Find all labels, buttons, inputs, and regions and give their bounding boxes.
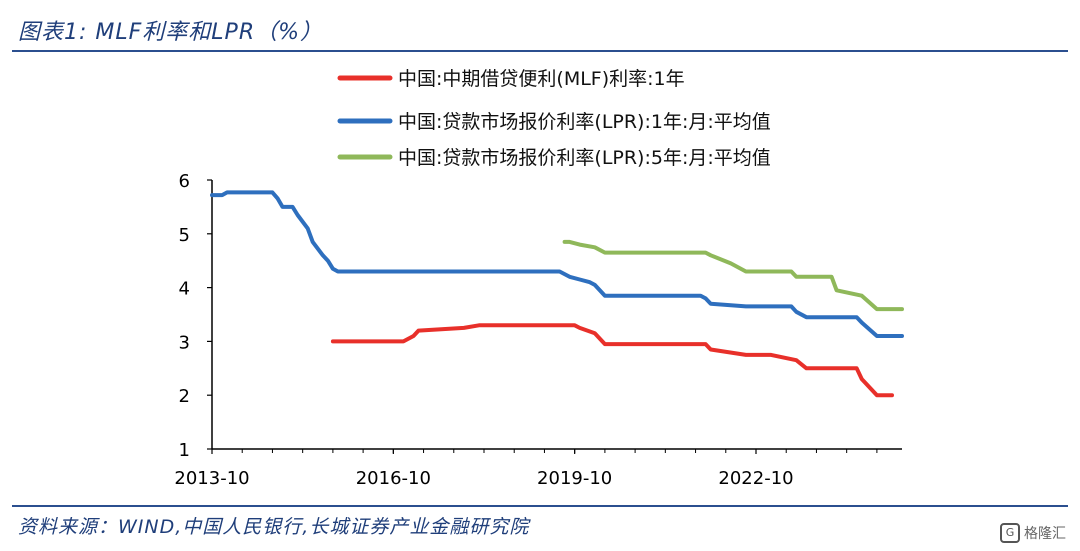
series-layer bbox=[212, 192, 902, 395]
y-tick-label: 4 bbox=[179, 279, 190, 300]
y-tick-label: 1 bbox=[179, 440, 190, 461]
x-tick-label: 2022-10 bbox=[718, 468, 793, 489]
series-line-2 bbox=[212, 192, 902, 336]
source-note: 资料来源：WIND,中国人民银行,长城证券产业金融研究院 bbox=[18, 512, 529, 539]
axes: 1 2 3 4 5 6 2013-10 2016-10 2019-10 2022-10 bbox=[174, 171, 902, 489]
watermark-text: 格隆汇 bbox=[1024, 523, 1066, 543]
y-tick-label: 2 bbox=[179, 386, 190, 407]
legend-label-2: 中国:贷款市场报价利率(LPR):1年:月:平均值 bbox=[398, 111, 771, 133]
y-tick-label: 5 bbox=[179, 225, 190, 246]
series-line-3 bbox=[565, 242, 902, 309]
legend: 中国:中期借贷便利(MLF)利率:1年中国:贷款市场报价利率(LPR):1年:月… bbox=[340, 68, 771, 169]
logo-badge-icon: G bbox=[1000, 523, 1020, 543]
x-tick-label: 2019-10 bbox=[537, 468, 612, 489]
x-tick-label: 2013-10 bbox=[174, 468, 249, 489]
legend-label-1: 中国:中期借贷便利(MLF)利率:1年 bbox=[398, 68, 685, 90]
series-line-1 bbox=[333, 325, 892, 395]
y-tick-label: 3 bbox=[179, 332, 190, 353]
bottom-rule bbox=[12, 505, 1068, 507]
x-tick-label: 2016-10 bbox=[356, 468, 431, 489]
legend-label-3: 中国:贷款市场报价利率(LPR):5年:月:平均值 bbox=[398, 147, 771, 169]
watermark: G 格隆汇 bbox=[1000, 523, 1066, 543]
y-tick-label: 6 bbox=[179, 171, 190, 192]
